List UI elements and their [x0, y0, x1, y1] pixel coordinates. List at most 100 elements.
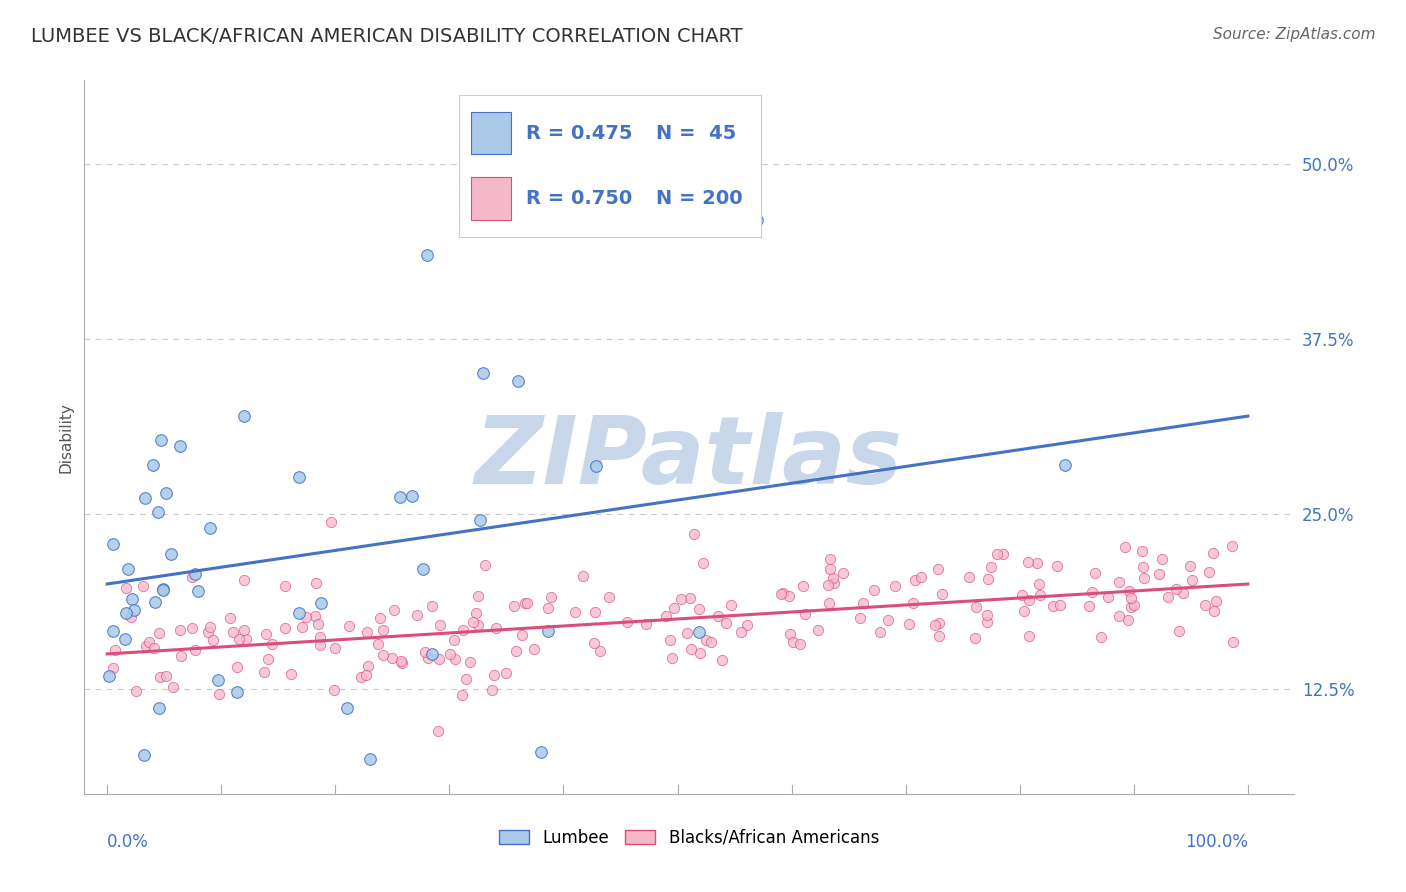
Point [339, 619, 361, 633]
Point [598, 590, 620, 604]
Point [505, 644, 527, 658]
Point [1084, 566, 1107, 581]
Point [986, 547, 1008, 561]
Point [169, 623, 191, 637]
Point [228, 632, 250, 647]
Point [583, 635, 606, 649]
Point [148, 626, 170, 640]
Point [510, 628, 533, 642]
Point [138, 635, 160, 649]
Point [1202, 546, 1225, 560]
Point [1042, 599, 1064, 613]
Point [852, 596, 875, 610]
Point [991, 547, 1014, 561]
Point [807, 624, 830, 638]
Point [513, 596, 536, 610]
Point [1132, 560, 1154, 574]
Point [1116, 613, 1139, 627]
Point [288, 606, 311, 620]
Point [904, 573, 927, 587]
Point [1054, 458, 1077, 472]
Point [1119, 591, 1142, 605]
Point [585, 458, 607, 473]
Point [589, 644, 612, 658]
Point [634, 617, 657, 632]
Point [121, 592, 143, 607]
Point [305, 575, 328, 590]
Point [451, 688, 474, 702]
Point [461, 615, 484, 629]
Point [274, 622, 297, 636]
Point [572, 569, 595, 583]
Point [359, 752, 381, 766]
Point [747, 213, 769, 227]
Point [415, 248, 437, 262]
Point [114, 632, 136, 647]
Point [884, 579, 907, 593]
Point [716, 616, 738, 631]
Point [226, 685, 249, 699]
Y-axis label: Disability: Disability [58, 401, 73, 473]
Point [422, 647, 444, 661]
Point [530, 745, 553, 759]
Point [1220, 539, 1243, 553]
Point [1119, 599, 1142, 614]
Point [1171, 585, 1194, 599]
Point [1078, 599, 1101, 613]
Point [467, 618, 489, 632]
Point [232, 623, 254, 637]
Point [1157, 590, 1180, 604]
Point [472, 366, 495, 380]
Point [540, 591, 562, 605]
Point [149, 670, 172, 684]
Point [482, 668, 505, 682]
Point [98, 669, 121, 683]
Point [219, 611, 242, 625]
Point [700, 635, 723, 649]
Point [1202, 604, 1225, 618]
Point [143, 595, 166, 609]
Point [779, 627, 801, 641]
Point [782, 635, 804, 649]
Point [370, 611, 392, 625]
Point [426, 723, 449, 738]
Point [115, 606, 138, 620]
Point [977, 572, 1000, 586]
Point [184, 643, 207, 657]
Point [849, 610, 872, 624]
Point [254, 626, 277, 640]
Point [349, 669, 371, 683]
Point [770, 587, 793, 601]
Point [516, 596, 538, 610]
Point [823, 576, 845, 591]
Point [142, 458, 165, 472]
Point [202, 632, 225, 647]
Point [291, 620, 314, 634]
Point [928, 629, 950, 643]
Point [957, 570, 980, 584]
Text: Source: ZipAtlas.com: Source: ZipAtlas.com [1212, 27, 1375, 42]
Point [169, 439, 191, 453]
Point [467, 589, 489, 603]
Point [152, 582, 174, 597]
Point [818, 552, 841, 566]
Point [322, 682, 344, 697]
Point [1080, 585, 1102, 599]
Point [863, 583, 886, 598]
Point [1178, 558, 1201, 573]
Point [148, 701, 170, 715]
Point [664, 601, 686, 615]
Point [1046, 559, 1069, 574]
Point [1049, 598, 1071, 612]
Point [198, 620, 221, 634]
Point [1123, 599, 1146, 613]
Point [1205, 594, 1227, 608]
Point [439, 647, 461, 661]
Point [730, 625, 752, 640]
Point [823, 571, 845, 585]
Point [103, 661, 125, 675]
Point [357, 659, 380, 673]
Point [429, 618, 451, 632]
Point [412, 562, 434, 576]
Legend: Lumbee, Blacks/African Americans: Lumbee, Blacks/African Americans [492, 822, 886, 854]
